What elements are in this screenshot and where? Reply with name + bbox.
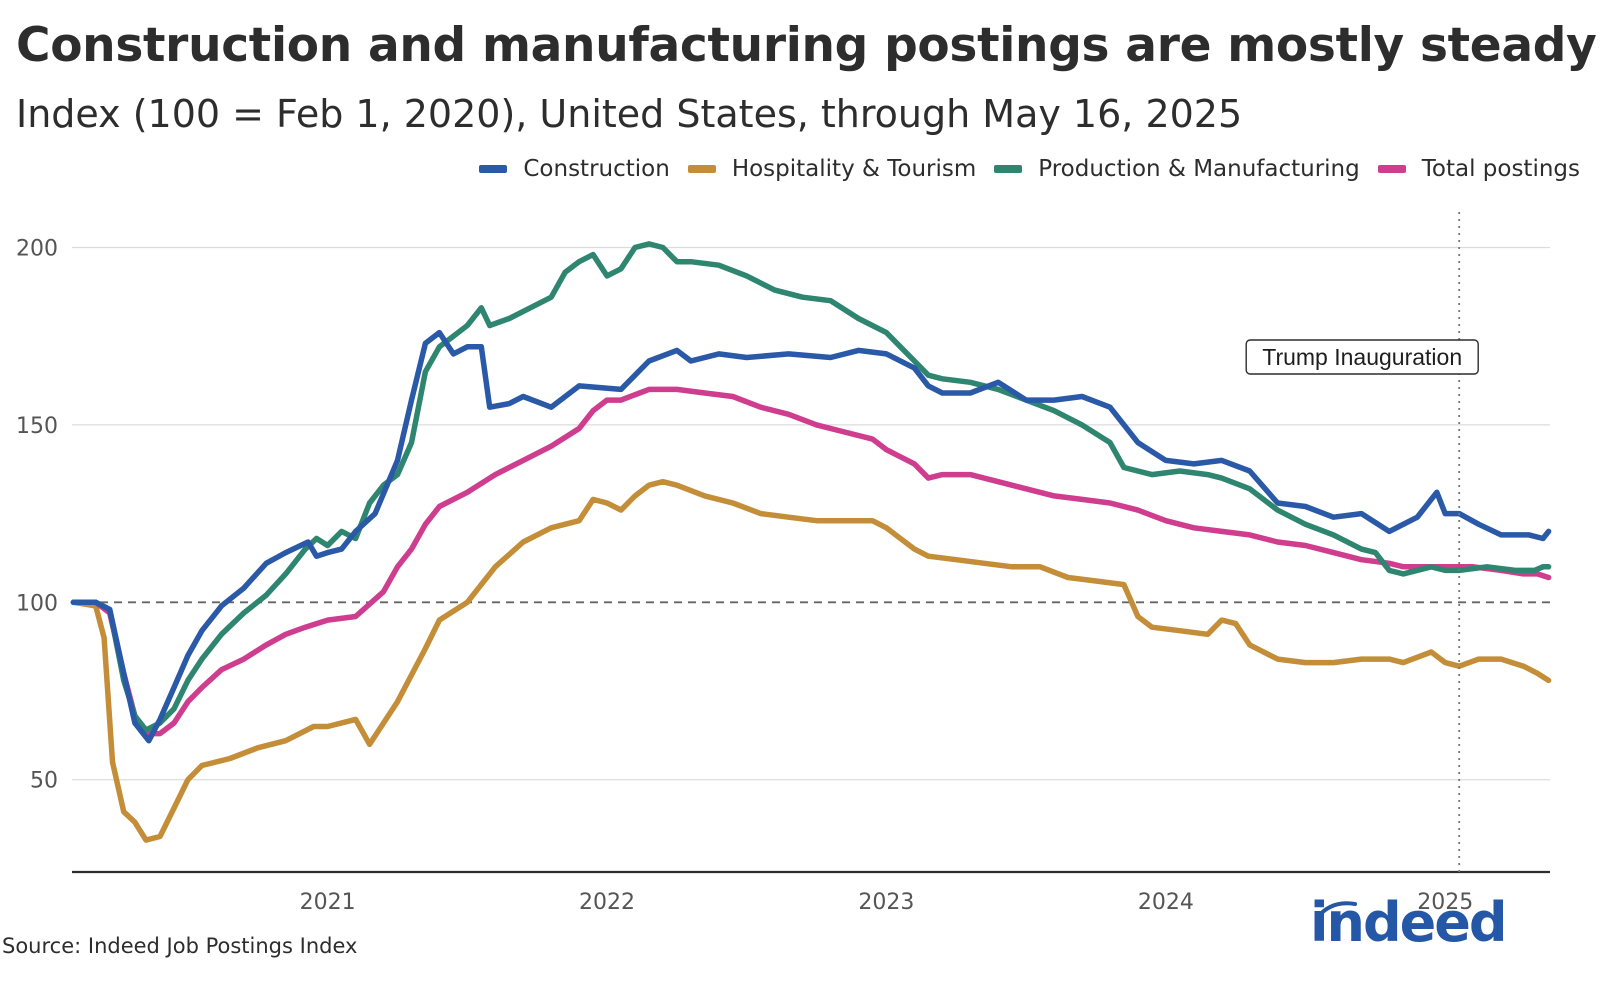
legend-label-construction: Construction	[523, 156, 670, 182]
legend-item-production: Production & Manufacturing	[994, 156, 1360, 182]
inauguration-label-box	[1245, 339, 1479, 375]
indeed-logo-arc-icon	[1315, 901, 1357, 920]
gridlines	[72, 246, 1550, 874]
series-line-hospitality-tourism	[70, 478, 1552, 843]
y-tick-label-50: 50	[30, 769, 58, 794]
series-line-total-postings	[70, 386, 1552, 737]
series-line-production-manufacturing	[70, 241, 1552, 733]
y-tick-label-100: 100	[16, 591, 58, 616]
legend-label-production: Production & Manufacturing	[1038, 156, 1360, 182]
x-tick-label-2021: 2021	[300, 890, 356, 915]
annotation-layer: Trump Inauguration	[1245, 212, 1479, 872]
source-note: Source: Indeed Job Postings Index	[2, 934, 358, 958]
x-axis-tick-labels: 2021 2022 2023 2024 2025	[300, 890, 1474, 915]
x-tick-label-2023: 2023	[858, 890, 914, 915]
legend-item-construction: Construction	[479, 156, 670, 182]
series-layer	[70, 241, 1552, 843]
x-tick-label-2025: 2025	[1417, 890, 1473, 915]
y-tick-label-150: 150	[16, 414, 58, 439]
x-tick-label-2024: 2024	[1138, 890, 1194, 915]
chart-subtitle: Index (100 = Feb 1, 2020), United States…	[16, 92, 1243, 136]
legend-label-total: Total postings	[1421, 156, 1580, 182]
legend-item-total: Total postings	[1377, 156, 1580, 182]
legend-swatch-construction	[479, 165, 508, 173]
y-tick-label-200: 200	[16, 236, 58, 261]
y-axis-tick-labels: 50 100 150 200	[16, 236, 58, 793]
legend-item-hospitality: Hospitality & Tourism	[687, 156, 977, 182]
indeed-logo: indeed	[1310, 891, 1508, 954]
legend-swatch-production	[994, 165, 1023, 173]
inauguration-label: Trump Inauguration	[1262, 344, 1462, 370]
legend-swatch-total	[1377, 165, 1406, 173]
legend-label-hospitality: Hospitality & Tourism	[731, 156, 977, 182]
series-line-construction	[70, 329, 1552, 744]
x-tick-label-2022: 2022	[579, 890, 635, 915]
chart-title: Construction and manufacturing postings …	[16, 18, 1597, 73]
legend-swatch-hospitality	[687, 165, 716, 173]
legend: Construction Hospitality & Tourism Produ…	[461, 156, 1580, 182]
